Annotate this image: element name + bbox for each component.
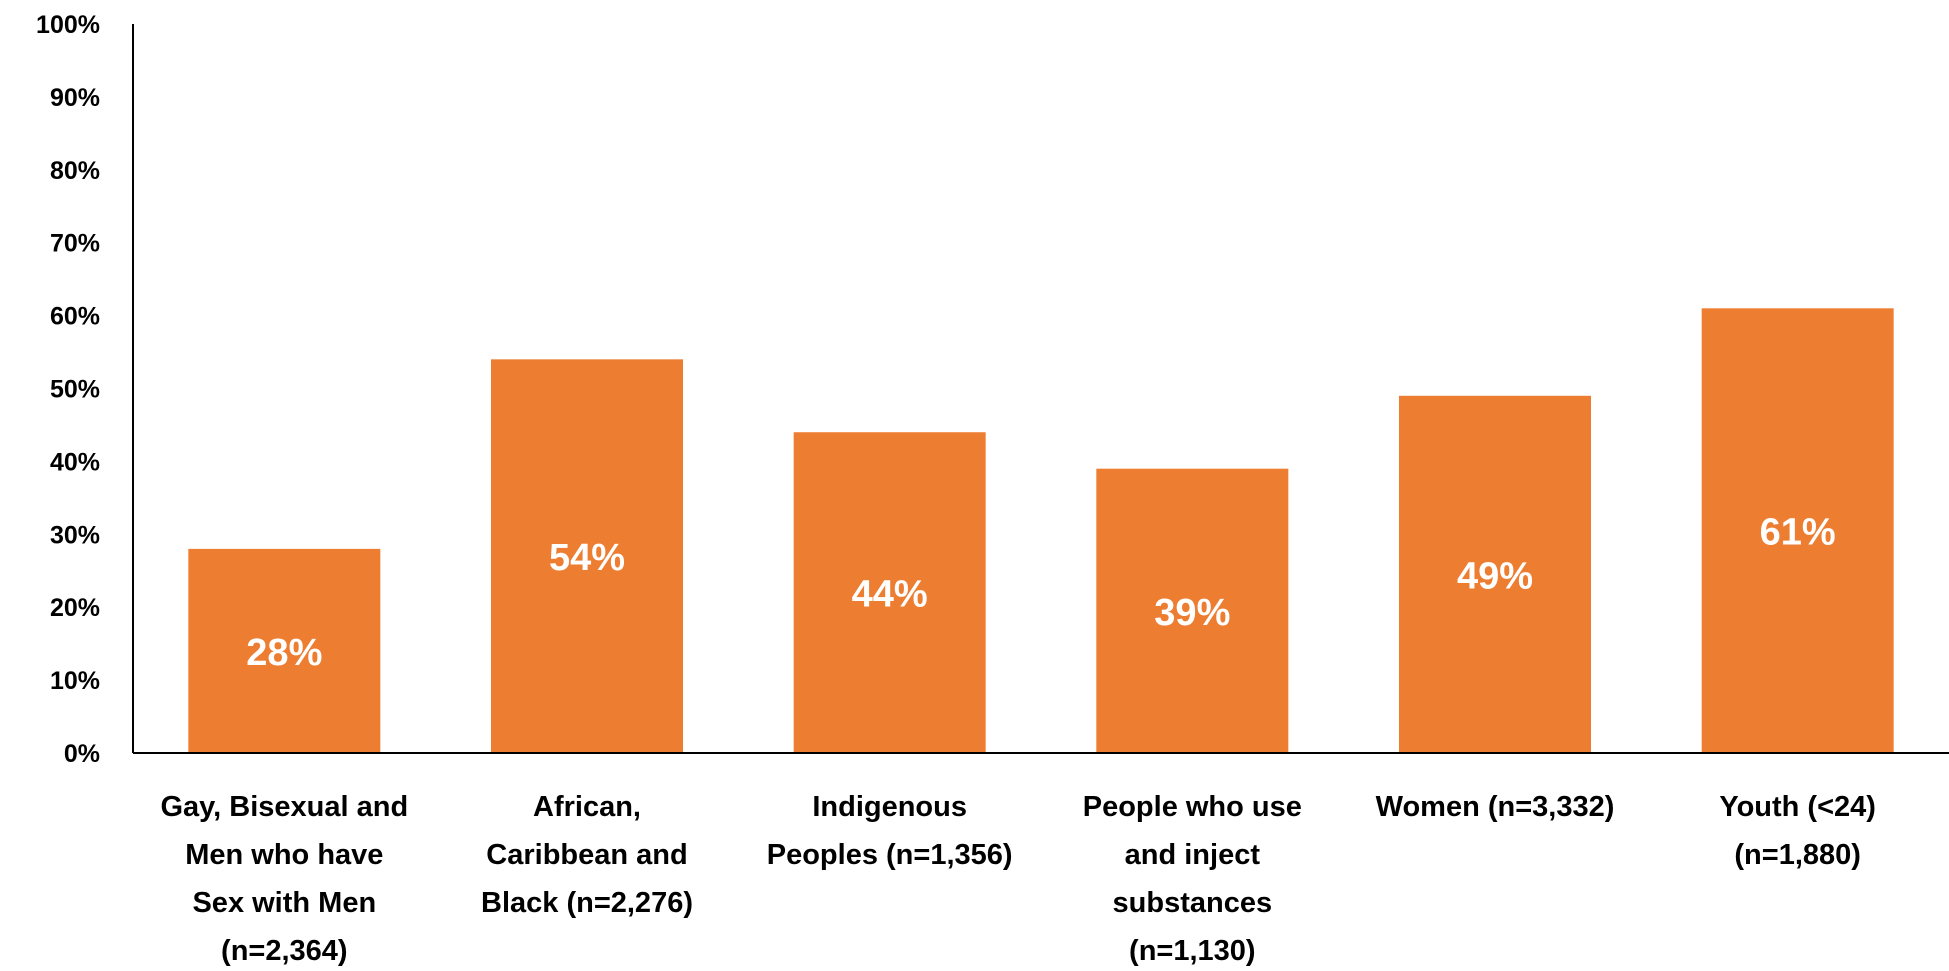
x-tick-label-line: and inject: [1125, 839, 1261, 871]
x-tick-label: Women (n=3,332): [1376, 791, 1615, 823]
bar-value-label: 44%: [852, 574, 928, 616]
x-tick-label-line: Gay, Bisexual and: [160, 791, 408, 823]
x-tick-label-line: (n=2,364): [221, 935, 348, 967]
x-tick-label-line: Peoples (n=1,356): [767, 839, 1013, 871]
y-tick-label: 20%: [50, 594, 100, 622]
category-labels: Gay, Bisexual and Men who have Sex with Me…: [160, 791, 1875, 967]
x-tick-label: African, Caribbean and Black (n=2,276): [481, 791, 693, 919]
x-tick-label-line: Women (n=3,332): [1376, 791, 1615, 823]
bar: [188, 548, 381, 753]
x-tick-label-line: Caribbean and: [486, 839, 687, 871]
x-tick-label-line: (n=1,130): [1129, 935, 1256, 967]
bar: [491, 359, 683, 753]
x-tick-label: Indigenous Peoples (n=1,356): [767, 791, 1013, 871]
bar: [1399, 395, 1591, 753]
x-tick-label-line: Youth (<24): [1719, 791, 1876, 823]
y-tick-label: 100%: [36, 11, 100, 39]
x-tick-label: People who use and inject substances (n=1,1…: [1083, 791, 1302, 967]
bar: [1096, 468, 1289, 753]
x-tick-label-line: (n=1,880): [1734, 839, 1861, 871]
x-tick-label-line: substances: [1113, 887, 1273, 919]
bar-value-label: 54%: [549, 537, 625, 579]
bar-value-label: 49%: [1457, 555, 1533, 597]
y-tick-label: 80%: [50, 157, 100, 185]
y-tick-label: 50%: [50, 376, 100, 404]
x-tick-label: Youth (<24) (n=1,880): [1719, 791, 1876, 871]
x-tick-label-line: People who use: [1083, 791, 1302, 823]
bar: [1701, 308, 1894, 753]
bar-value-label: 39%: [1154, 592, 1230, 634]
x-tick-label-line: Black (n=2,276): [481, 887, 693, 919]
x-tick-label-line: Sex with Men: [192, 887, 376, 919]
y-axis: 0% 10% 20% 30% 40% 50% 60% 70% 80% 90% 100%: [36, 11, 134, 768]
y-tick-label: 70%: [50, 230, 100, 258]
bar-value-label: 28%: [246, 632, 322, 674]
bar-value-label: 61%: [1760, 512, 1836, 554]
x-tick-label-line: Men who have: [185, 839, 383, 871]
y-tick-label: 30%: [50, 521, 100, 549]
bar: [793, 432, 986, 753]
y-tick-label: 10%: [50, 667, 100, 695]
y-tick-label: 0%: [64, 740, 100, 768]
x-tick-label-line: Indigenous: [812, 791, 967, 823]
x-tick-label-line: African,: [533, 791, 641, 823]
x-tick-label: Gay, Bisexual and Men who have Sex with Me…: [160, 791, 408, 967]
y-tick-label: 60%: [50, 303, 100, 331]
y-tick-label: 90%: [50, 84, 100, 112]
bars: 28% 54% 44% 39% 49% 61%: [188, 308, 1894, 753]
y-tick-label: 40%: [50, 448, 100, 476]
